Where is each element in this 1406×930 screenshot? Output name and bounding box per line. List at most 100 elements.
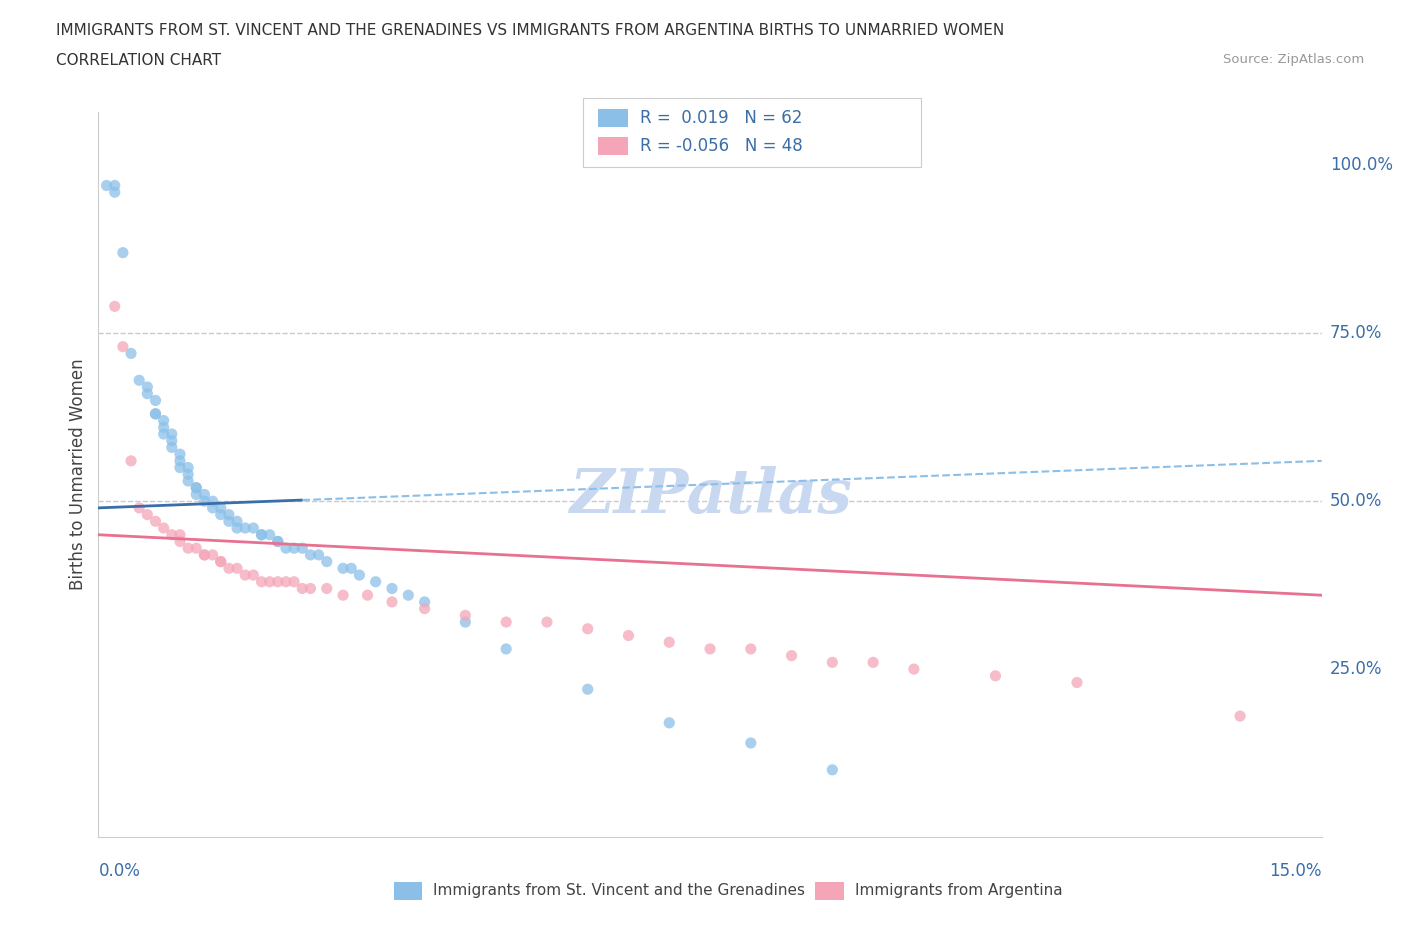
Point	[862, 655, 884, 670]
Point	[145, 406, 167, 421]
Point	[259, 527, 281, 542]
Point	[218, 561, 240, 576]
Point	[536, 615, 558, 630]
Point	[454, 615, 477, 630]
Point	[454, 608, 477, 623]
Point	[340, 561, 363, 576]
Point	[315, 581, 337, 596]
Point	[267, 534, 290, 549]
Point	[381, 594, 404, 609]
Point	[413, 594, 436, 609]
Point	[780, 648, 803, 663]
Point	[242, 521, 264, 536]
Text: Immigrants from St. Vincent and the Grenadines: Immigrants from St. Vincent and the Gren…	[433, 884, 806, 898]
Point	[267, 534, 290, 549]
Point	[413, 601, 436, 616]
Point	[821, 763, 844, 777]
Point	[396, 588, 419, 603]
Point	[226, 514, 249, 529]
Text: IMMIGRANTS FROM ST. VINCENT AND THE GRENADINES VS IMMIGRANTS FROM ARGENTINA BIRT: IMMIGRANTS FROM ST. VINCENT AND THE GREN…	[56, 23, 1004, 38]
Point	[226, 561, 249, 576]
Point	[218, 507, 240, 522]
Point	[495, 615, 517, 630]
Point	[617, 628, 640, 643]
Point	[120, 346, 142, 361]
Text: 25.0%: 25.0%	[1330, 660, 1382, 678]
Point	[160, 433, 183, 448]
Point	[332, 561, 354, 576]
Point	[193, 548, 215, 563]
Point	[332, 588, 354, 603]
Point	[349, 567, 371, 582]
Point	[364, 575, 387, 590]
Point	[250, 527, 273, 542]
Point	[169, 446, 191, 461]
Point	[209, 507, 232, 522]
Point	[209, 554, 232, 569]
Point	[308, 548, 330, 563]
Point	[177, 467, 200, 482]
Point	[299, 548, 322, 563]
Point	[209, 554, 232, 569]
Point	[136, 379, 159, 394]
Text: Source: ZipAtlas.com: Source: ZipAtlas.com	[1223, 53, 1364, 66]
Point	[111, 246, 134, 260]
Point	[186, 487, 208, 502]
Point	[169, 527, 191, 542]
Point	[193, 487, 215, 502]
Point	[218, 514, 240, 529]
Point	[658, 715, 681, 730]
Point	[186, 480, 208, 495]
Point	[576, 621, 599, 636]
Point	[193, 494, 215, 509]
Text: 0.0%: 0.0%	[98, 862, 141, 880]
Text: ZIPatlas: ZIPatlas	[568, 466, 852, 526]
Point	[160, 440, 183, 455]
Point	[356, 588, 378, 603]
Point	[104, 185, 127, 200]
Point	[169, 534, 191, 549]
Point	[903, 661, 925, 676]
Point	[576, 682, 599, 697]
Point	[209, 500, 232, 515]
Text: Immigrants from Argentina: Immigrants from Argentina	[855, 884, 1063, 898]
Text: R = -0.056   N = 48: R = -0.056 N = 48	[640, 137, 803, 155]
Point	[821, 655, 844, 670]
Point	[160, 427, 183, 442]
Point	[250, 575, 273, 590]
Point	[250, 527, 273, 542]
Text: R =  0.019   N = 62: R = 0.019 N = 62	[640, 109, 801, 127]
Point	[186, 540, 208, 555]
Point	[160, 527, 183, 542]
Point	[299, 581, 322, 596]
Point	[291, 540, 314, 555]
Point	[740, 736, 762, 751]
Point	[233, 567, 256, 582]
Text: 100.0%: 100.0%	[1330, 156, 1393, 174]
Point	[128, 373, 150, 388]
Point	[381, 581, 404, 596]
Point	[658, 635, 681, 650]
Point	[136, 386, 159, 401]
Point	[291, 581, 314, 596]
Point	[152, 413, 174, 428]
Point	[201, 494, 224, 509]
Point	[145, 406, 167, 421]
Point	[152, 419, 174, 434]
Point	[111, 339, 134, 354]
Point	[242, 567, 264, 582]
Point	[283, 575, 305, 590]
Point	[984, 669, 1007, 684]
Point	[274, 540, 297, 555]
Point	[169, 460, 191, 475]
Point	[699, 642, 721, 657]
Point	[201, 548, 224, 563]
Point	[104, 178, 127, 193]
Point	[186, 480, 208, 495]
Point	[233, 521, 256, 536]
Point	[152, 427, 174, 442]
Point	[274, 575, 297, 590]
Point	[259, 575, 281, 590]
Point	[201, 500, 224, 515]
Point	[177, 473, 200, 488]
